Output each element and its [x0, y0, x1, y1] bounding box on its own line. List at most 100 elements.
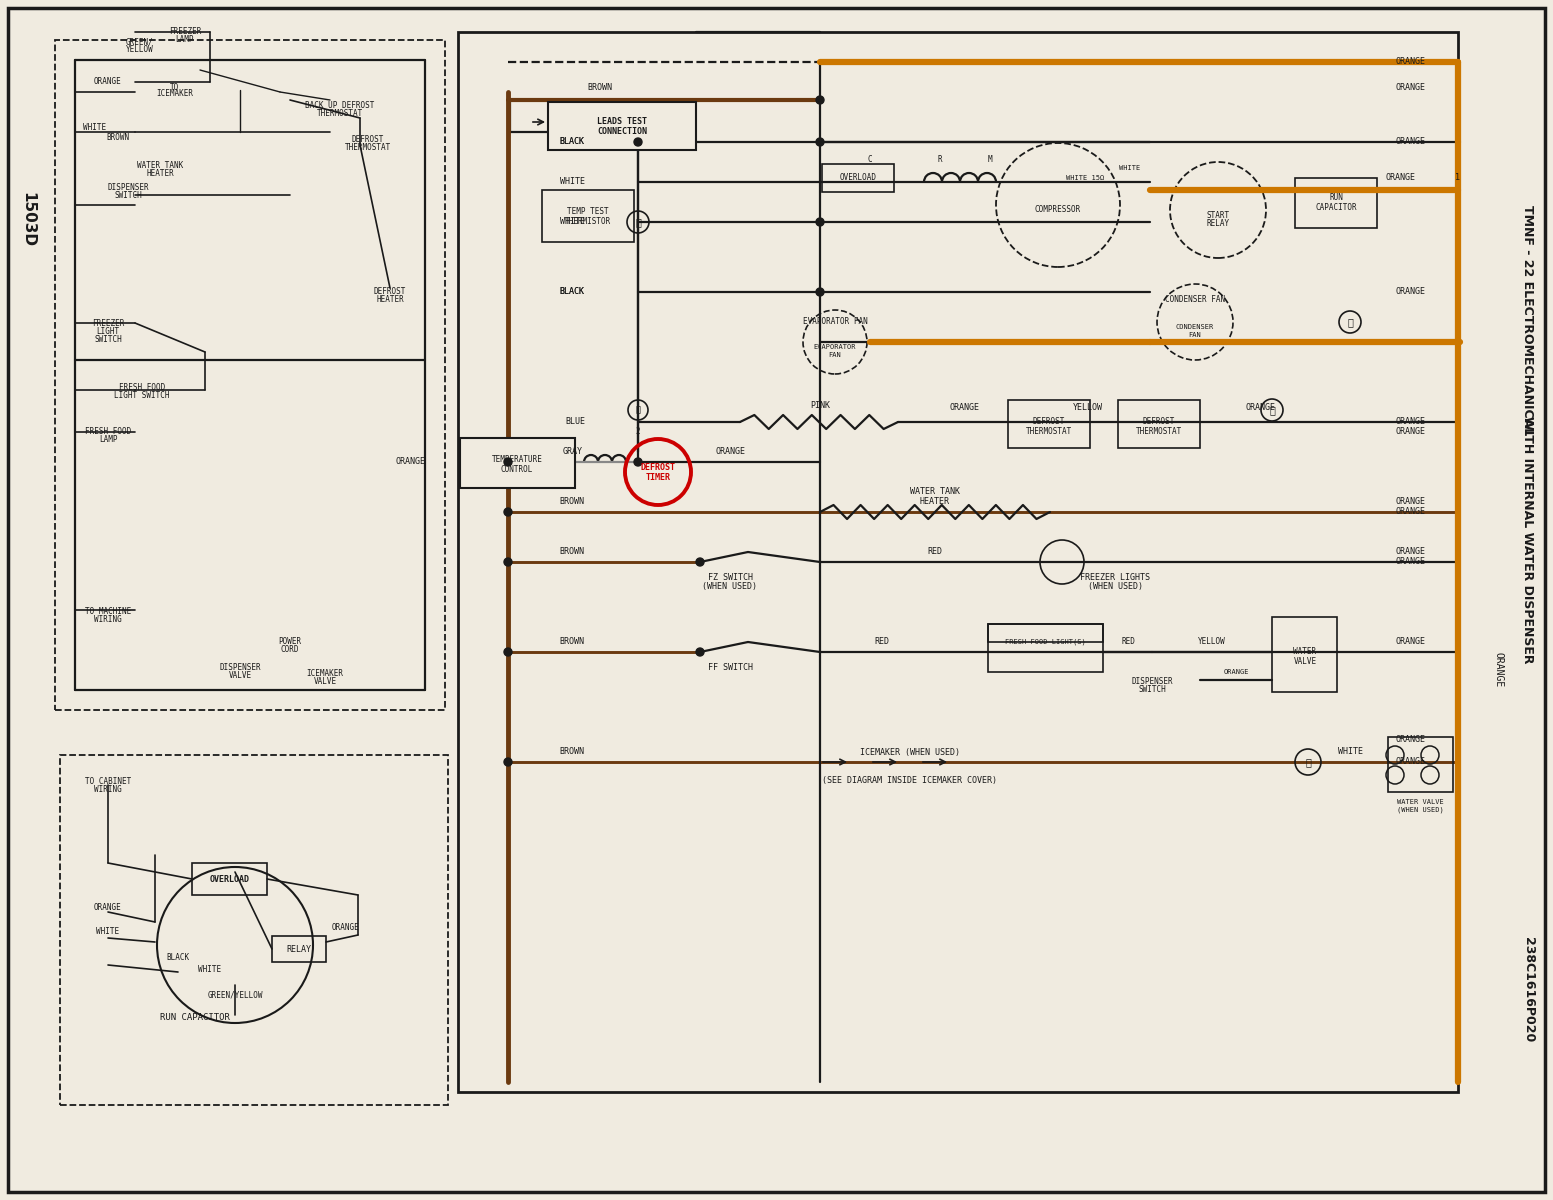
Text: FREEZER: FREEZER — [92, 318, 124, 328]
Circle shape — [815, 96, 825, 104]
Text: HEATER: HEATER — [376, 295, 404, 305]
Text: PINK: PINK — [811, 401, 829, 409]
Text: TEMP TEST: TEMP TEST — [567, 208, 609, 216]
Circle shape — [696, 558, 704, 566]
Text: ②: ② — [635, 406, 640, 414]
Circle shape — [505, 758, 512, 766]
Text: RED: RED — [927, 547, 943, 557]
Text: BLACK: BLACK — [559, 288, 584, 296]
Text: THERMOSTAT: THERMOSTAT — [1135, 427, 1182, 437]
Text: ORANGE: ORANGE — [1395, 288, 1426, 296]
Text: BLUE: BLUE — [565, 418, 585, 426]
Text: YELLOW: YELLOW — [126, 46, 154, 54]
Text: RELAY: RELAY — [286, 944, 312, 954]
Text: TO CABINET: TO CABINET — [85, 778, 130, 786]
Text: HEATER: HEATER — [146, 168, 174, 178]
Text: TEMPERATURE: TEMPERATURE — [492, 456, 542, 464]
Text: LAMP: LAMP — [99, 436, 116, 444]
Text: WHITE: WHITE — [559, 217, 584, 227]
Text: WHITE: WHITE — [96, 928, 120, 936]
Text: TMNF - 22 ELECTROMECHANICAL: TMNF - 22 ELECTROMECHANICAL — [1522, 205, 1534, 436]
Text: BROWN: BROWN — [559, 547, 584, 557]
Text: OVERLOAD: OVERLOAD — [840, 174, 876, 182]
Bar — [54, 40, 446, 710]
Text: GREEN/YELLOW: GREEN/YELLOW — [207, 990, 262, 1000]
Text: ORANGE: ORANGE — [714, 448, 745, 456]
Text: CONDENSER FAN: CONDENSER FAN — [1165, 295, 1225, 305]
Text: ICEMAKER (WHEN USED): ICEMAKER (WHEN USED) — [860, 748, 960, 756]
Circle shape — [505, 558, 512, 566]
Text: ORANGE: ORANGE — [1395, 418, 1426, 426]
Text: ORANGE: ORANGE — [1395, 58, 1426, 66]
Text: WATER: WATER — [1294, 648, 1317, 656]
Text: FF SWITCH: FF SWITCH — [708, 664, 753, 672]
Text: BLACK: BLACK — [559, 138, 584, 146]
Text: ORANGE: ORANGE — [1395, 757, 1426, 767]
Text: WHITE: WHITE — [559, 178, 584, 186]
Text: THERMOSTAT: THERMOSTAT — [317, 108, 363, 118]
Text: DEFROST: DEFROST — [1143, 418, 1176, 426]
Circle shape — [696, 648, 704, 656]
Text: LEADS TEST: LEADS TEST — [596, 118, 648, 126]
Text: TIMER: TIMER — [646, 474, 671, 482]
Text: ORANGE: ORANGE — [1395, 637, 1426, 647]
Text: WHITE: WHITE — [199, 966, 222, 974]
Text: ORANGE: ORANGE — [331, 924, 359, 932]
Text: WHITE: WHITE — [1337, 748, 1362, 756]
Circle shape — [505, 458, 512, 466]
Text: RUN: RUN — [1329, 193, 1343, 203]
Circle shape — [634, 458, 641, 466]
Text: CORD: CORD — [281, 646, 300, 654]
Text: DEFROST: DEFROST — [374, 288, 407, 296]
Text: ORANGE: ORANGE — [1395, 558, 1426, 566]
Bar — [1118, 400, 1200, 448]
Text: ORANGE: ORANGE — [1395, 547, 1426, 557]
Text: ORANGE: ORANGE — [1395, 508, 1426, 516]
Text: YELLOW: YELLOW — [1197, 637, 1225, 647]
Text: ORANGE: ORANGE — [1395, 138, 1426, 146]
Text: SWITCH: SWITCH — [113, 191, 141, 199]
Text: SWITCH: SWITCH — [95, 335, 121, 343]
Text: WHITE 15Ω: WHITE 15Ω — [1065, 175, 1104, 181]
Text: BROWN: BROWN — [559, 748, 584, 756]
Text: THERMISTOR: THERMISTOR — [565, 217, 612, 227]
Text: (WHEN USED): (WHEN USED) — [702, 582, 758, 592]
Bar — [1388, 737, 1454, 792]
Text: ICEMAKER: ICEMAKER — [157, 90, 194, 98]
Text: FRESH FOOD: FRESH FOOD — [120, 384, 165, 392]
Text: VALVE: VALVE — [314, 678, 337, 686]
Text: LIGHT: LIGHT — [96, 326, 120, 336]
Text: ICEMAKER: ICEMAKER — [306, 670, 343, 678]
Text: M: M — [988, 156, 992, 164]
Text: ORANGE: ORANGE — [1395, 427, 1426, 437]
Text: BROWN: BROWN — [587, 84, 612, 92]
Text: OVERLOAD: OVERLOAD — [210, 875, 250, 883]
Bar — [460, 438, 575, 488]
Text: ORANGE: ORANGE — [1385, 174, 1415, 182]
Text: GRAY: GRAY — [564, 448, 582, 456]
Text: LIGHT SWITCH: LIGHT SWITCH — [115, 391, 169, 401]
Bar — [272, 936, 326, 962]
Text: DISPENSER: DISPENSER — [107, 182, 149, 192]
Text: SWITCH: SWITCH — [1138, 685, 1166, 695]
Text: ORANGE: ORANGE — [1395, 498, 1426, 506]
Text: THERMOSTAT: THERMOSTAT — [345, 144, 391, 152]
Text: DEFROST: DEFROST — [353, 136, 384, 144]
Text: CAPACITOR: CAPACITOR — [1315, 203, 1357, 211]
Text: (WHEN USED): (WHEN USED) — [1396, 806, 1443, 814]
Text: BROWN: BROWN — [559, 637, 584, 647]
Text: RED: RED — [874, 637, 890, 647]
Text: WATER TANK: WATER TANK — [910, 487, 960, 497]
Text: BROWN: BROWN — [107, 132, 129, 142]
Bar — [193, 863, 267, 895]
Text: CONTROL: CONTROL — [500, 466, 533, 474]
Text: WIRING: WIRING — [95, 786, 121, 794]
Text: GREEN/: GREEN/ — [126, 37, 154, 47]
Text: TO: TO — [171, 83, 180, 91]
Text: FAN: FAN — [829, 352, 842, 358]
Text: THERMOSTAT: THERMOSTAT — [1027, 427, 1072, 437]
Text: EVAPORATOR: EVAPORATOR — [814, 344, 856, 350]
Circle shape — [634, 138, 641, 146]
Bar — [548, 102, 696, 150]
Text: ④: ④ — [1346, 317, 1353, 326]
